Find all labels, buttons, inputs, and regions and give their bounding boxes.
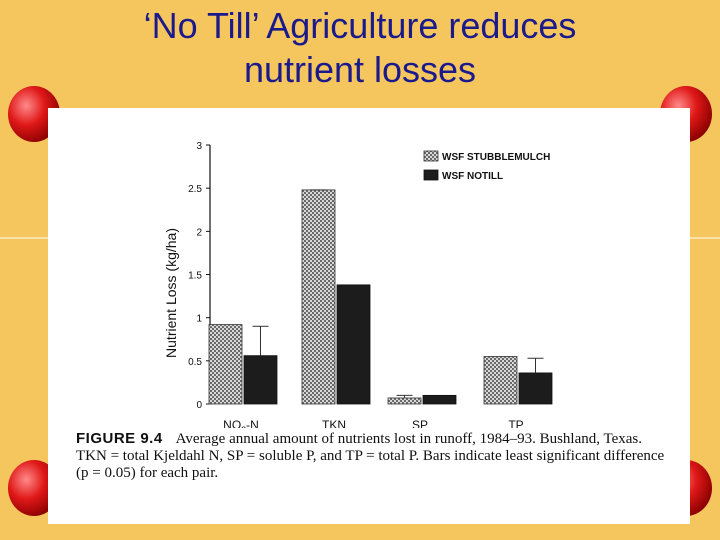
y-tick-label: 0.5	[188, 357, 202, 368]
figure-caption: FIGURE 9.4 Average annual amount of nutr…	[76, 430, 676, 482]
y-axis-label: Nutrient Loss (kg/ha)	[163, 228, 179, 358]
legend-label-notill: WSF NOTILL	[442, 171, 503, 182]
bar-stubblemulch-tp	[483, 356, 518, 405]
y-tick-label: 0	[196, 400, 202, 411]
legend-label-stubblemulch: WSF STUBBLEMULCH	[442, 152, 550, 163]
y-tick-label: 3	[196, 141, 202, 152]
y-tick-label: 1	[196, 314, 202, 325]
bar-notill-tp	[518, 372, 553, 405]
x-tick-label: NO3-N	[223, 418, 259, 428]
figure-caption-text: Average annual amount of nutrients lost …	[76, 431, 665, 481]
slide-title-line-1: ‘No Till’ Agriculture reduces	[143, 5, 577, 46]
bar-stubblemulch-tkn	[301, 189, 336, 405]
x-tick-label: TP	[508, 418, 523, 428]
x-tick-label: TKN	[322, 418, 346, 428]
bar-notill-tkn	[336, 284, 371, 405]
bar-notill-no3-n	[243, 355, 278, 405]
bar-notill-sp	[422, 394, 457, 405]
y-tick-label: 1.5	[188, 271, 202, 282]
x-tick-label: SP	[412, 418, 428, 428]
figure-panel: 0 0.5 1 1.5 2 2.5 3 NO3-N TKN SP TP WSF STUBBLEMU…	[48, 108, 690, 524]
slide-title-line-2: nutrient losses	[243, 49, 477, 90]
y-tick-label: 2	[196, 227, 202, 238]
bar-stubblemulch-no3-n	[208, 324, 243, 405]
legend-swatch-notill	[423, 169, 439, 181]
legend-swatch-stubblemulch	[423, 150, 439, 162]
red-ball-top-left	[8, 86, 60, 142]
slide-title: ‘No Till’ Agriculture reduces nutrient l…	[0, 4, 720, 92]
y-tick-label: 2.5	[188, 184, 202, 195]
red-ball-bottom-left	[8, 460, 60, 516]
figure-label: FIGURE 9.4	[76, 430, 163, 447]
bar-chart: 0 0.5 1 1.5 2 2.5 3 NO3-N TKN SP TP WSF STUBBLEMU…	[163, 141, 553, 428]
bar-stubblemulch-sp	[387, 397, 422, 405]
